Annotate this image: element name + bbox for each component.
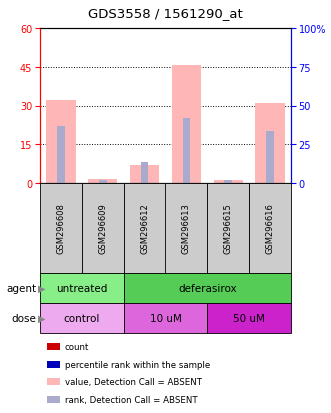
Bar: [99, 181, 107, 183]
Bar: [213, 181, 243, 183]
Bar: [256, 104, 285, 183]
Bar: [130, 166, 159, 183]
Bar: [124, 273, 291, 303]
Bar: [40, 273, 124, 303]
Text: count: count: [65, 342, 89, 351]
Bar: [172, 66, 201, 183]
Text: ▶: ▶: [38, 313, 46, 323]
Text: percentile rank within the sample: percentile rank within the sample: [65, 360, 210, 369]
Bar: [166, 183, 207, 273]
Text: GSM296616: GSM296616: [265, 203, 275, 254]
Bar: [40, 183, 82, 273]
Bar: [207, 183, 249, 273]
Text: deferasirox: deferasirox: [178, 283, 237, 293]
Bar: [224, 181, 232, 183]
Bar: [141, 163, 148, 183]
Text: control: control: [64, 313, 100, 323]
Text: GSM296608: GSM296608: [56, 203, 66, 254]
Text: agent: agent: [7, 283, 37, 293]
Text: rank, Detection Call = ABSENT: rank, Detection Call = ABSENT: [65, 395, 198, 404]
Text: 10 uM: 10 uM: [150, 313, 181, 323]
Bar: [183, 119, 190, 183]
Text: value, Detection Call = ABSENT: value, Detection Call = ABSENT: [65, 377, 202, 386]
Bar: [207, 303, 291, 333]
Bar: [82, 183, 124, 273]
Text: dose: dose: [12, 313, 37, 323]
Text: ▶: ▶: [38, 283, 46, 293]
Text: GSM296615: GSM296615: [224, 203, 233, 254]
Bar: [249, 183, 291, 273]
Bar: [124, 303, 207, 333]
Bar: [46, 101, 75, 183]
Bar: [124, 183, 166, 273]
Text: GSM296612: GSM296612: [140, 203, 149, 254]
Text: GSM296609: GSM296609: [98, 203, 107, 254]
Bar: [57, 127, 65, 183]
Text: GSM296613: GSM296613: [182, 203, 191, 254]
Bar: [266, 132, 274, 183]
Text: untreated: untreated: [56, 283, 108, 293]
Text: 50 uM: 50 uM: [233, 313, 265, 323]
Bar: [40, 303, 124, 333]
Bar: [88, 180, 118, 183]
Text: GDS3558 / 1561290_at: GDS3558 / 1561290_at: [88, 7, 243, 19]
